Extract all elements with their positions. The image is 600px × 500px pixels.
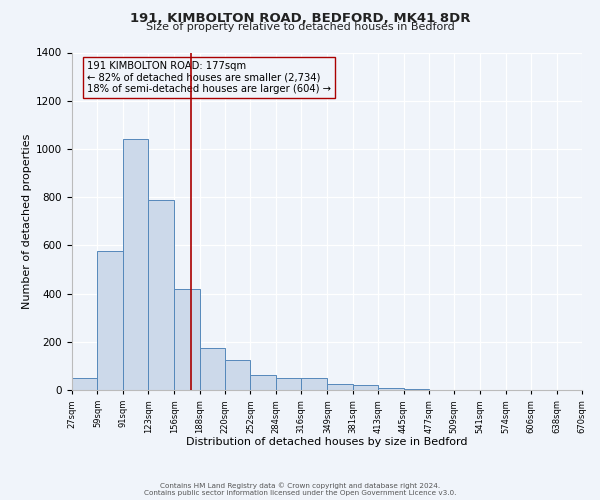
Bar <box>72 378 97 390</box>
Bar <box>200 348 225 390</box>
Bar <box>301 378 328 390</box>
Text: 191, KIMBOLTON ROAD, BEDFORD, MK41 8DR: 191, KIMBOLTON ROAD, BEDFORD, MK41 8DR <box>130 12 470 26</box>
Bar <box>148 200 175 390</box>
Text: Size of property relative to detached houses in Bedford: Size of property relative to detached ho… <box>146 22 454 32</box>
Bar <box>175 289 200 390</box>
Bar <box>404 389 429 390</box>
Bar <box>97 252 123 390</box>
Text: Contains HM Land Registry data © Crown copyright and database right 2024.
Contai: Contains HM Land Registry data © Crown c… <box>144 482 456 496</box>
Y-axis label: Number of detached properties: Number of detached properties <box>22 134 32 309</box>
X-axis label: Distribution of detached houses by size in Bedford: Distribution of detached houses by size … <box>186 437 468 447</box>
Bar <box>328 384 353 390</box>
Bar <box>250 375 276 390</box>
Bar <box>123 140 148 390</box>
Text: 191 KIMBOLTON ROAD: 177sqm
← 82% of detached houses are smaller (2,734)
18% of s: 191 KIMBOLTON ROAD: 177sqm ← 82% of deta… <box>88 61 331 94</box>
Bar <box>276 378 301 390</box>
Bar <box>378 388 404 390</box>
Bar <box>225 360 250 390</box>
Bar <box>353 384 378 390</box>
